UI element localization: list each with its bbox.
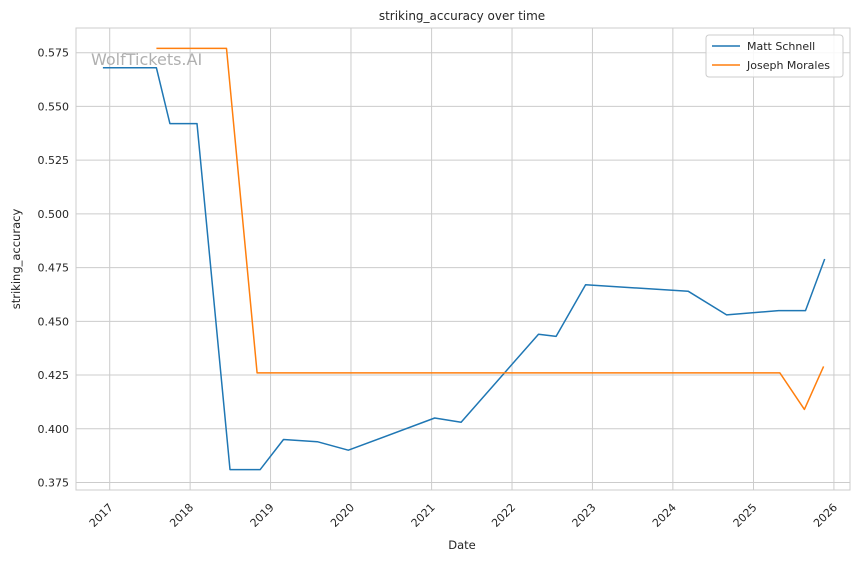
- y-tick-label: 0.550: [38, 100, 70, 113]
- y-tick-label: 0.475: [38, 262, 70, 275]
- y-tick-label: 0.400: [38, 423, 70, 436]
- legend-label-joseph-morales: Joseph Morales: [746, 59, 830, 72]
- series-line-matt-schnell: [102, 67, 826, 471]
- y-tick-label: 0.575: [38, 47, 70, 60]
- x-tick-label: 2024: [650, 501, 679, 530]
- chart-title: striking_accuracy over time: [379, 9, 545, 23]
- legend-box: [705, 34, 844, 78]
- series-line-joseph-morales: [156, 47, 825, 411]
- grid-lines: [76, 28, 850, 490]
- legend-label-matt-schnell: Matt Schnell: [747, 40, 815, 53]
- y-tick-label: 0.450: [38, 315, 70, 328]
- x-tick-label: 2019: [248, 501, 277, 530]
- plot-area: [75, 27, 851, 491]
- x-tick-label: 2025: [731, 501, 760, 530]
- x-tick-label: 2023: [570, 501, 599, 530]
- watermark: WolfTickets.AI: [91, 50, 202, 69]
- y-tick-label: 0.425: [38, 369, 70, 382]
- y-tick-labels: 0.375 0.400 0.425 0.450 0.475 0.500 0.525 0.550…: [38, 47, 70, 490]
- x-axis-label: Date: [448, 538, 476, 552]
- y-tick-label: 0.375: [38, 476, 70, 489]
- legend: Matt Schnell Joseph Morales: [705, 34, 844, 78]
- x-tick-labels: 2017 2018 2019 2020 2021 2022 2023 2024 2025 2026: [87, 501, 840, 530]
- x-tick-label: 2017: [87, 501, 116, 530]
- y-axis-label: striking_accuracy: [9, 209, 23, 310]
- series-lines: [102, 47, 826, 471]
- x-tick-label: 2026: [811, 501, 840, 530]
- x-tick-label: 2022: [489, 501, 518, 530]
- x-tick-label: 2018: [167, 501, 196, 530]
- x-tick-label: 2020: [328, 501, 357, 530]
- x-tick-label: 2021: [409, 501, 438, 530]
- y-tick-label: 0.500: [38, 208, 70, 221]
- y-tick-label: 0.525: [38, 154, 70, 167]
